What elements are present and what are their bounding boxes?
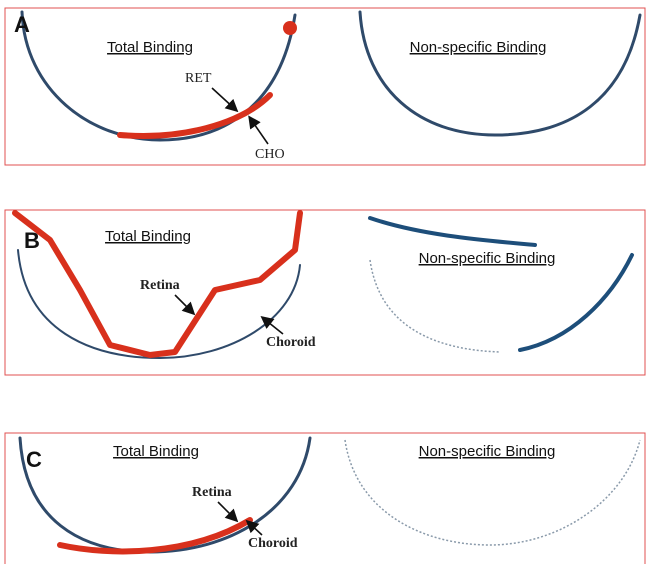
panel-title: Total Binding [113, 443, 199, 460]
arrow [263, 318, 283, 334]
panel-title: Non-specific Binding [419, 443, 556, 460]
annotation: RET [185, 71, 212, 86]
retina-signal [60, 520, 250, 551]
annotation: Retina [192, 485, 232, 500]
arrow [250, 118, 268, 144]
arrow [212, 88, 236, 110]
panel-b: B Total Binding Non-specific Binding Ret… [5, 210, 645, 375]
arrow [175, 295, 193, 313]
annotation: Retina [140, 278, 180, 293]
panel-title: Non-specific Binding [410, 39, 547, 56]
panel-c: C Total Binding Non-specific Binding Ret… [5, 433, 645, 564]
panel-title: Non-specific Binding [419, 250, 556, 267]
arrow [218, 502, 236, 520]
panel-frame [5, 8, 645, 165]
panel-a: A Total Binding Non-specific Binding RET… [5, 8, 645, 165]
annotation: Choroid [248, 536, 298, 551]
tissue-arc [360, 12, 640, 135]
annotation: CHO [255, 147, 285, 162]
choroid-arc [18, 250, 300, 358]
panel-letter: C [26, 447, 42, 472]
figure: A Total Binding Non-specific Binding RET… [0, 0, 647, 564]
panel-letter: B [24, 228, 40, 253]
panel-title: Total Binding [105, 228, 191, 245]
tissue-fragment [520, 255, 632, 350]
tissue-fragment [370, 218, 535, 245]
tissue-arc [22, 12, 295, 140]
signal-spot [283, 21, 297, 35]
annotation: Choroid [266, 335, 316, 350]
tissue-arc [370, 260, 500, 352]
retina-signal [120, 95, 270, 136]
panel-title: Total Binding [107, 39, 193, 56]
panel-letter: A [14, 12, 30, 37]
